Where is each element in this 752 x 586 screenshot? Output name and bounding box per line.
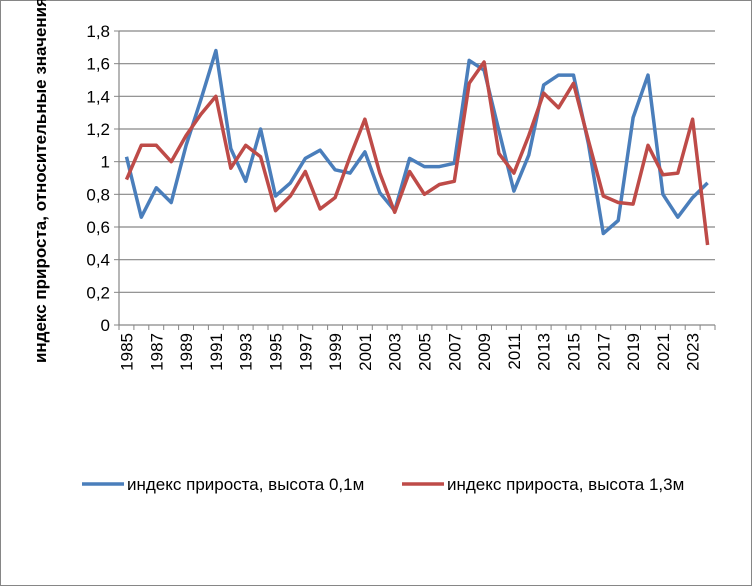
- y-axis-ticks: 0 0,2 0,4 0,6 0,8 1 1,2 1,4 1,6 1,8: [86, 22, 110, 335]
- y-tick-label: 0,6: [86, 218, 110, 237]
- x-tick-label: 2023: [684, 333, 703, 371]
- x-tick-label: 1999: [326, 333, 345, 371]
- x-tick-label: 1991: [207, 333, 226, 371]
- y-axis-title: индекс прироста, относительные значения: [31, 0, 50, 363]
- legend-label-1: индекс прироста, высота 0,1м: [127, 475, 364, 494]
- y-tick-label: 0,2: [86, 283, 110, 302]
- y-tick-label: 0,8: [86, 185, 110, 204]
- x-tick-label: 2021: [654, 333, 673, 371]
- y-tick-label: 1,4: [86, 87, 110, 106]
- legend: индекс прироста, высота 0,1м индекс приро…: [82, 475, 684, 494]
- series-line-2: [124, 60, 710, 246]
- y-tick-label: 1,2: [86, 120, 110, 139]
- x-tick-label: 1987: [147, 333, 166, 371]
- y-tick-label: 0: [101, 316, 110, 335]
- x-tick-label: 2019: [624, 333, 643, 371]
- x-tick-label: 2003: [386, 333, 405, 371]
- y-tick-label: 1: [101, 153, 110, 172]
- x-tick-label: 1997: [296, 333, 315, 371]
- x-tick-label: 2011: [505, 333, 524, 370]
- x-tick-label: 2009: [475, 333, 494, 371]
- x-tick-label: 1993: [237, 333, 256, 371]
- x-tick-label: 2017: [594, 333, 613, 371]
- y-tick-label: 1,6: [86, 55, 110, 74]
- x-tick-label: 2013: [535, 333, 554, 371]
- x-tick-label: 2001: [356, 333, 375, 371]
- y-tick-label: 0,4: [86, 251, 110, 270]
- x-tick-label: 1985: [117, 333, 136, 371]
- x-axis-ticks: 1985 1987 1989 1991 1993 1995 1997 1999 2001 2003…: [117, 333, 702, 371]
- x-tick-label: 1989: [177, 333, 196, 371]
- x-tick-label: 1995: [266, 333, 285, 371]
- series-line-1: [124, 48, 709, 236]
- x-tick-label: 2007: [445, 333, 464, 371]
- y-tick-label: 1,8: [86, 22, 110, 41]
- series-lines: [124, 48, 710, 246]
- legend-label-2: индекс прироста, высота 1,3м: [447, 475, 684, 494]
- x-tick-label: 2015: [564, 333, 583, 371]
- x-tick-label: 2005: [415, 333, 434, 371]
